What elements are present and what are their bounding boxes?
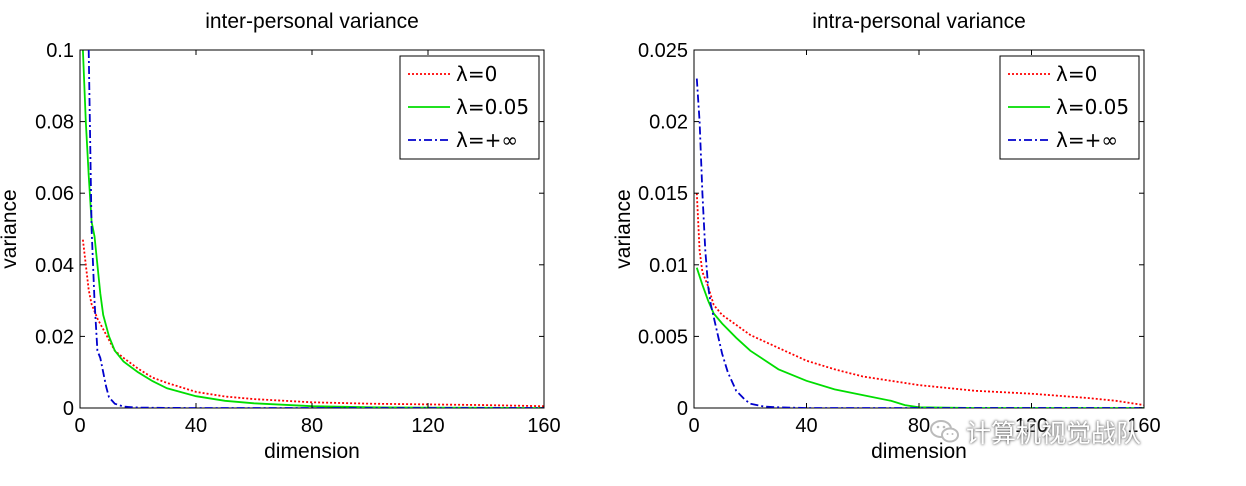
legend-label-3: λ=+∞ xyxy=(1056,128,1118,152)
series-line-3 xyxy=(87,49,544,408)
y-tick-label: 0.08 xyxy=(35,112,74,134)
series-line-2 xyxy=(82,49,545,408)
x-tick-label: 160 xyxy=(1127,415,1160,437)
watermark-text: 计算机视觉战队 xyxy=(966,419,1142,448)
watermark: 计算机视觉战队 xyxy=(930,414,1141,450)
y-tick-label: 0 xyxy=(677,398,688,420)
series-line-2 xyxy=(695,267,1144,408)
series-line-1 xyxy=(695,193,1145,406)
legend-label-2: λ=0.05 xyxy=(456,95,529,119)
x-tick-label: 40 xyxy=(185,415,207,437)
x-axis-label: dimension xyxy=(871,440,967,463)
x-tick-label: 0 xyxy=(74,415,85,437)
x-axis-label: dimension xyxy=(264,440,360,463)
y-tick-label: 0.01 xyxy=(649,255,688,277)
y-tick-label: 0.02 xyxy=(649,112,688,134)
legend: λ=0 λ=0.05 λ=+∞ xyxy=(999,55,1140,160)
y-tick-label: 0.04 xyxy=(35,255,74,277)
chart-title: inter-personal variance xyxy=(205,10,419,33)
y-tick-label: 0 xyxy=(63,398,74,420)
wechat-icon xyxy=(930,420,959,443)
legend-label-1: λ=0 xyxy=(456,62,497,86)
y-tick-label: 0.025 xyxy=(638,40,688,62)
y-axis-label: variance xyxy=(0,189,21,268)
legend-label-1: λ=0 xyxy=(1056,62,1097,86)
y-tick-label: 0.02 xyxy=(35,326,74,348)
y-tick-label: 0.015 xyxy=(638,183,688,205)
x-tick-label: 120 xyxy=(1015,415,1048,437)
y-tick-label: 0.005 xyxy=(638,326,688,348)
chart-title: intra-personal variance xyxy=(812,10,1026,33)
y-tick-label: 0.1 xyxy=(46,40,74,62)
legend-label-2: λ=0.05 xyxy=(1056,95,1129,119)
x-tick-label: 80 xyxy=(301,415,323,437)
chart-2: 0 40 80 120 160 0 0.005 0.01 0.015 0.02 0.025 intra… xyxy=(612,10,1161,463)
series-line-1 xyxy=(82,239,545,408)
x-tick-label: 0 xyxy=(688,415,699,437)
x-tick-label: 120 xyxy=(411,415,444,437)
legend-label-3: λ=+∞ xyxy=(456,128,518,152)
series-line-3 xyxy=(695,78,1144,408)
legend: λ=0 λ=0.05 λ=+∞ xyxy=(399,55,540,160)
x-tick-label: 160 xyxy=(527,415,560,437)
x-tick-label: 80 xyxy=(908,415,930,437)
y-axis-label: variance xyxy=(612,189,635,268)
series-group xyxy=(695,78,1145,408)
x-tick-label: 40 xyxy=(795,415,817,437)
y-tick-label: 0.06 xyxy=(35,183,74,205)
chart-1: 0 40 80 120 160 0 0.02 0.04 0.06 0.08 0.1 inter-per… xyxy=(0,10,561,463)
series-group xyxy=(82,49,545,408)
